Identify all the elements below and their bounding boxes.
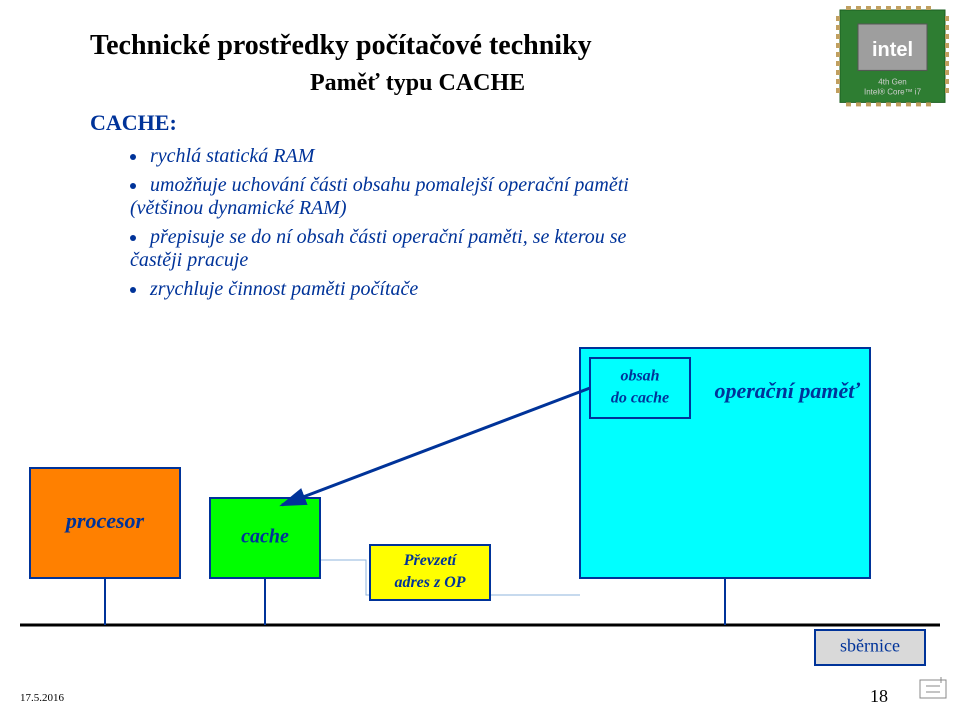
- diagram-canvas: operační paměť obsah do cache procesor cache…: [0, 0, 960, 714]
- list-item: přepisuje se do ní obsah části operační …: [130, 226, 660, 272]
- chip-brand-label: intel: [872, 39, 913, 61]
- page-subtitle: Paměť typu CACHE: [310, 70, 525, 97]
- section-header: CACHE:: [90, 110, 177, 136]
- chip-sub-label: Intel® Core™ i7: [864, 87, 922, 96]
- list-item: zrychluje činnost paměti počítače: [130, 278, 660, 301]
- prevzeti-label: adres z OP: [394, 574, 465, 591]
- op_mem-label: operační paměť: [714, 378, 860, 403]
- bullet-text: rychlá statická RAM: [150, 145, 314, 167]
- obsah-label: obsah: [620, 368, 659, 385]
- arrow-obsah-to-cache: [282, 388, 590, 505]
- chip-sub-label: 4th Gen: [878, 77, 906, 86]
- footer-date: 17.5.2016: [20, 692, 64, 704]
- bullet-text: umožňuje uchování části obsahu pomalejší…: [130, 174, 629, 219]
- bullet-text: přepisuje se do ní obsah části operační …: [130, 226, 626, 271]
- list-item: rychlá statická RAM: [130, 145, 660, 168]
- page-title: Technické prostředky počítačové techniky: [90, 30, 592, 62]
- prevzeti-label: Převzetí: [403, 552, 458, 569]
- page-nav-icon[interactable]: [920, 677, 946, 698]
- footer-page-number: 18: [870, 686, 888, 707]
- obsah-label: do cache: [611, 390, 669, 407]
- cpu-chip-icon: intel 4th GenIntel® Core™ i7: [836, 6, 949, 106]
- list-item: umožňuje uchování části obsahu pomalejší…: [130, 174, 660, 220]
- procesor-label: procesor: [64, 508, 145, 533]
- sbernice-label: sběrnice: [840, 636, 900, 656]
- bullet-list: rychlá statická RAM umožňuje uchování čá…: [130, 145, 660, 301]
- bullet-text: zrychluje činnost paměti počítače: [150, 278, 418, 300]
- cache-label: cache: [241, 526, 289, 548]
